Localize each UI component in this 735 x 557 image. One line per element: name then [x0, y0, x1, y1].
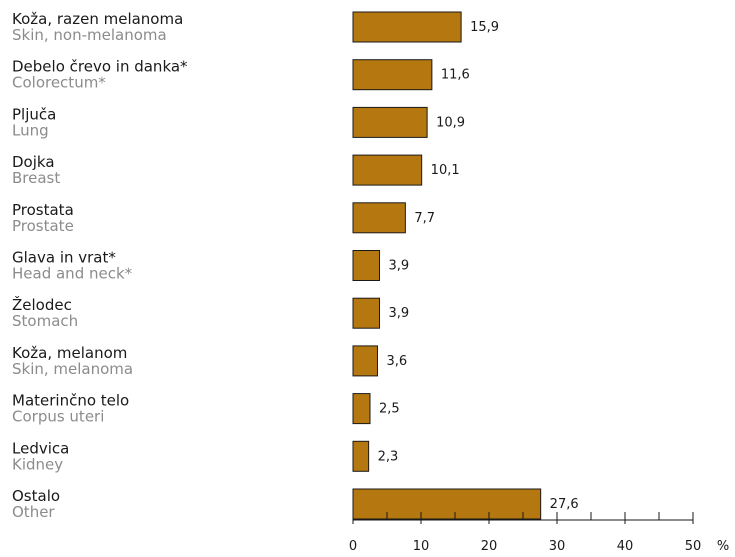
category-label-en-9: Kidney [12, 455, 63, 473]
x-tick-label-2: 20 [481, 539, 498, 554]
value-label-2: 10,9 [436, 115, 465, 130]
bar-10 [352, 488, 542, 520]
category-label-en-6: Stomach [12, 312, 78, 330]
bar-1 [352, 59, 433, 91]
bar-4 [352, 202, 406, 234]
bar-0 [352, 11, 462, 43]
category-label-en-7: Skin, melanoma [12, 360, 133, 378]
category-label-1: Debelo črevo in danka* [12, 58, 188, 76]
value-label-1: 11,6 [441, 68, 470, 83]
bar-2 [352, 106, 428, 138]
category-label-5: Glava in vrat* [12, 249, 116, 267]
value-label-10: 27,6 [550, 497, 579, 512]
x-tick-label-0: 0 [349, 539, 357, 554]
bars [352, 11, 542, 520]
value-label-8: 2,5 [379, 402, 400, 417]
bar-8 [352, 393, 371, 425]
category-label-en-8: Corpus uteri [12, 408, 104, 426]
x-tick-label-3: 30 [549, 539, 566, 554]
x-unit-label: % [717, 539, 729, 554]
category-label-8: Materinčno telo [12, 392, 129, 410]
category-label-6: Želodec [12, 295, 72, 314]
category-label-en-0: Skin, non-melanoma [12, 26, 167, 44]
bar-3 [352, 154, 423, 186]
category-label-3: Dojka [12, 153, 55, 171]
category-label-en-1: Colorectum* [12, 74, 106, 92]
category-label-9: Ledvica [12, 439, 69, 457]
value-label-0: 15,9 [470, 20, 499, 35]
bar-9 [352, 440, 370, 472]
x-tick-label-5: 50 [685, 539, 702, 554]
bar-5 [352, 250, 381, 281]
value-label-9: 2,3 [378, 449, 399, 464]
category-label-en-3: Breast [12, 169, 60, 187]
x-axis: 0 10 20 30 40 50% [349, 512, 729, 554]
category-label-7: Koža, melanom [12, 344, 127, 362]
category-label-4: Prostata [12, 201, 74, 219]
category-label-en-10: Other [12, 503, 55, 521]
category-label-en-2: Lung [12, 121, 49, 139]
category-label-en-5: Head and neck* [12, 265, 133, 283]
value-label-7: 3,6 [386, 354, 407, 369]
value-label-4: 7,7 [414, 211, 435, 226]
value-label-6: 3,9 [389, 306, 410, 321]
category-label-10: Ostalo [12, 487, 60, 505]
x-tick-label-4: 40 [617, 539, 634, 554]
bar-6 [352, 297, 381, 329]
value-labels: 15,9 11,6 10,9 10,1 7,7 3,9 3,9 3,6 2,5 2,3 27,6 [378, 20, 579, 512]
value-label-5: 3,9 [389, 259, 410, 274]
category-label-2: Pljuča [12, 105, 56, 123]
x-tick-label-1: 10 [413, 539, 430, 554]
bar-7 [352, 345, 378, 377]
value-label-3: 10,1 [431, 163, 460, 178]
category-label-0: Koža, razen melanoma [12, 10, 183, 28]
category-label-en-4: Prostate [12, 217, 74, 235]
